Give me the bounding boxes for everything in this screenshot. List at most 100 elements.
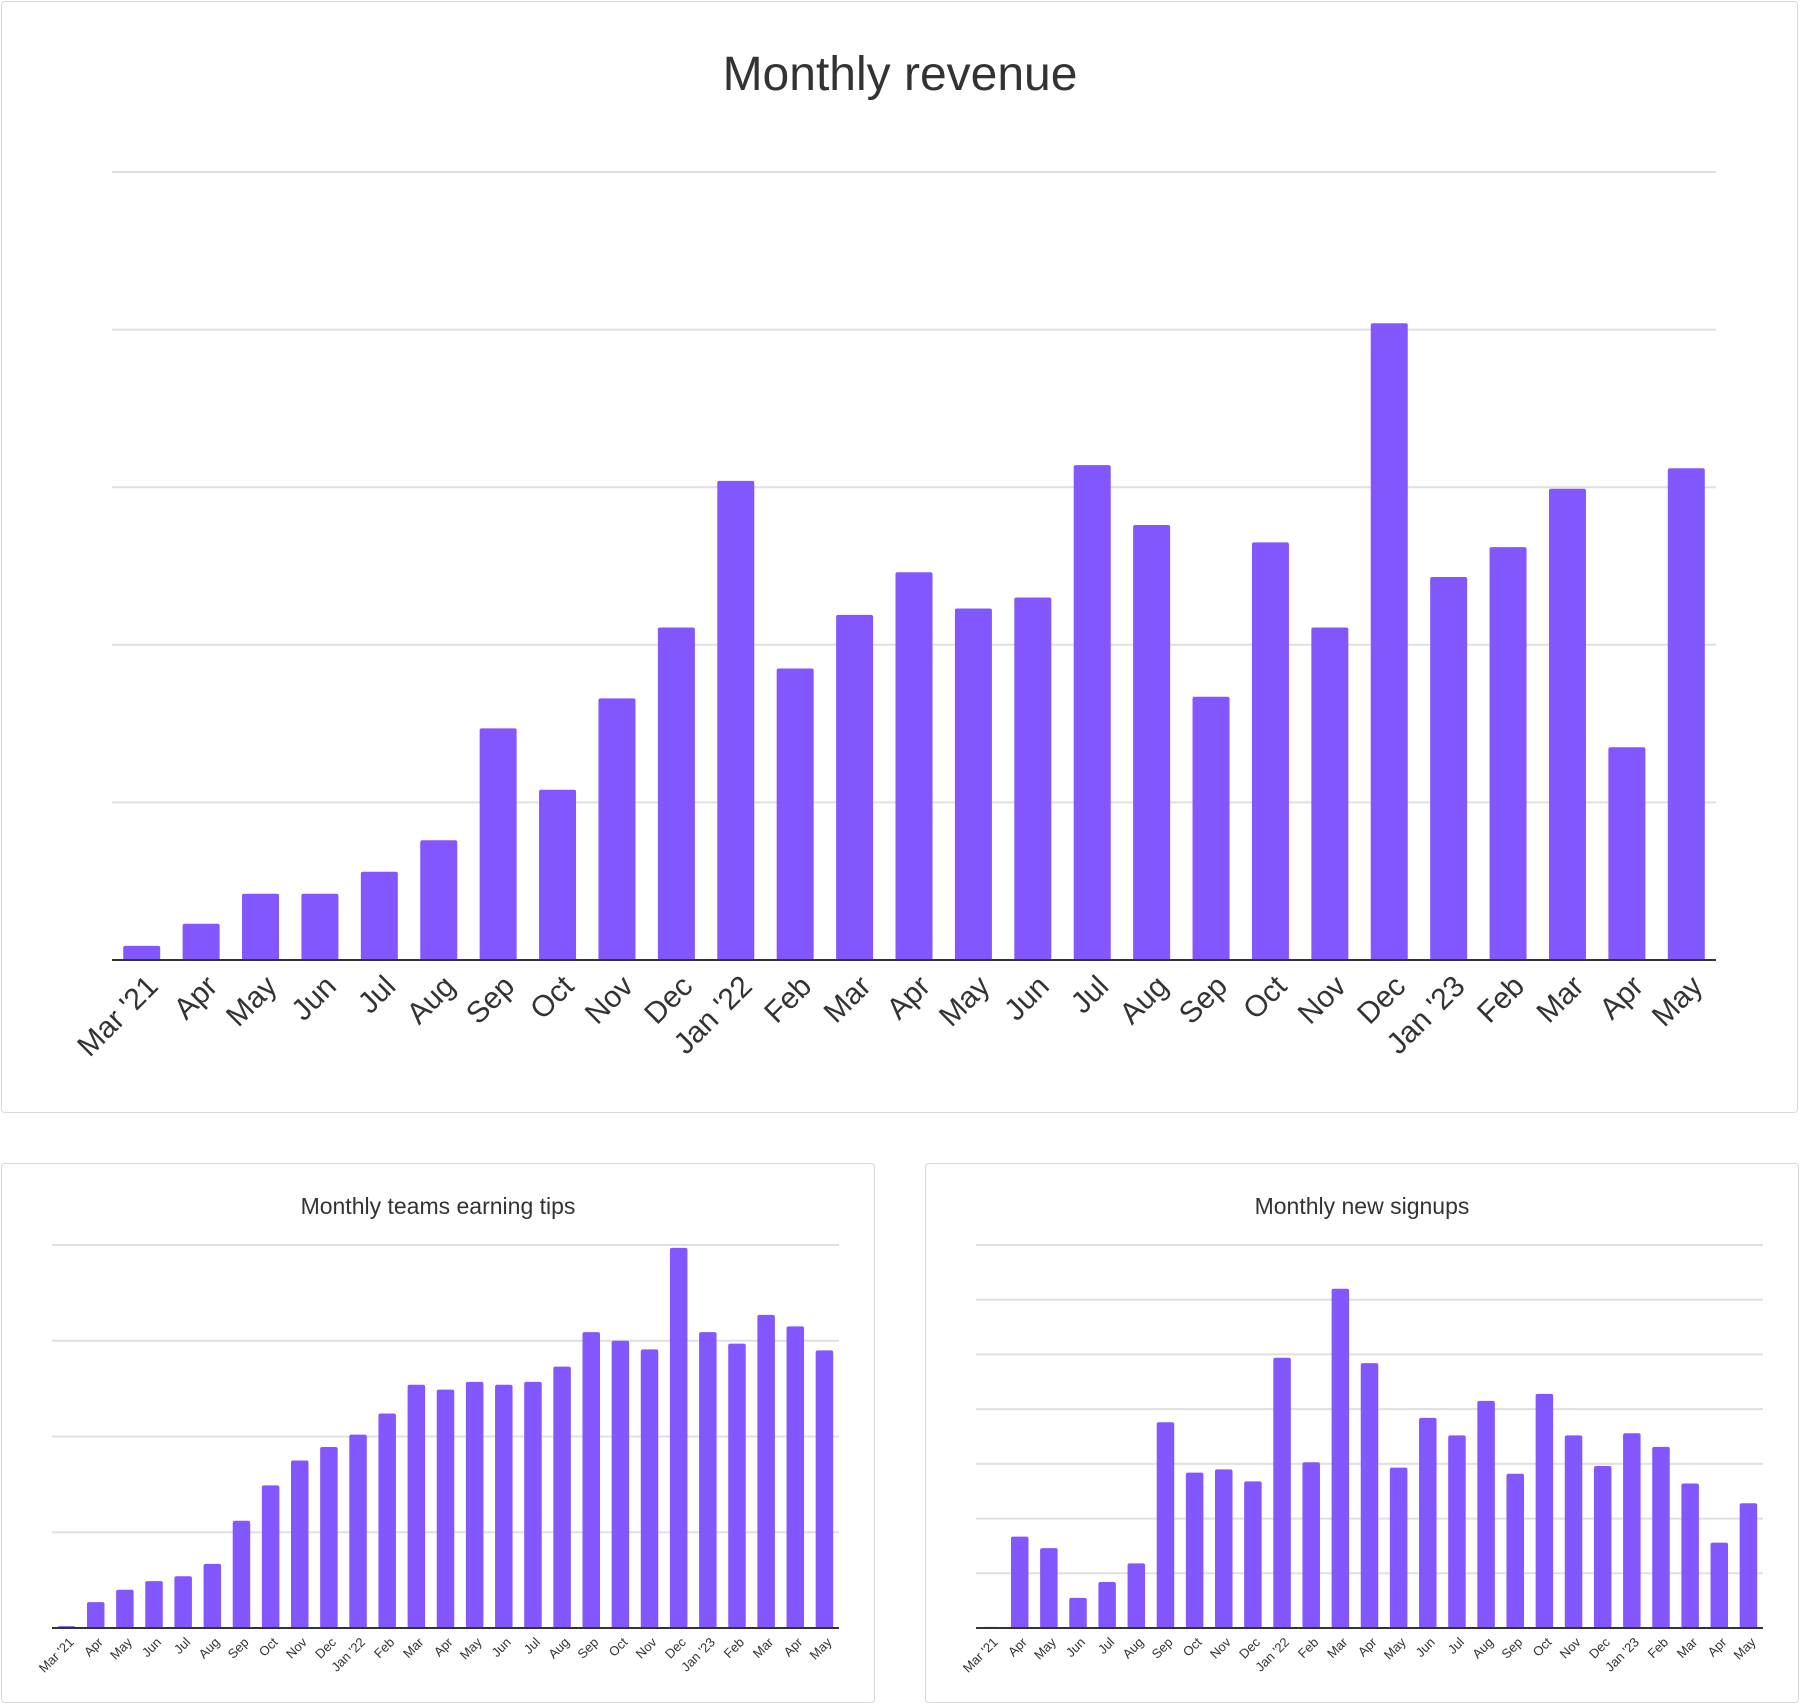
signups-bar xyxy=(1331,1288,1350,1628)
teams-chart-panel: Monthly teams earning tips Mar '21 Apr May J… xyxy=(1,1163,875,1703)
signups-x-tick-label: May xyxy=(1731,1634,1759,1662)
teams-x-tick-label: Nov xyxy=(633,1634,660,1661)
teams-bar xyxy=(728,1343,746,1628)
teams-x-tick-label: Apr xyxy=(780,1634,805,1659)
revenue-bar xyxy=(182,923,220,960)
teams-x-tick-label: May xyxy=(807,1634,835,1662)
signups-x-tick-label: Sep xyxy=(1149,1635,1176,1662)
signups-bar xyxy=(1185,1472,1204,1628)
signups-x-tick-label: Oct xyxy=(1530,1634,1555,1659)
revenue-bar xyxy=(836,614,874,960)
revenue-x-tick-label: Nov xyxy=(1292,970,1353,1031)
revenue-x-tick-label: Oct xyxy=(524,969,581,1026)
teams-bar xyxy=(582,1332,600,1628)
signups-x-tick-label: Mar xyxy=(1674,1634,1701,1661)
teams-x-tick-label: Oct xyxy=(256,1634,281,1659)
teams-x-tick-label: Feb xyxy=(371,1635,397,1661)
revenue-x-tick-label: May xyxy=(220,970,283,1033)
teams-x-tick-label: Oct xyxy=(606,1634,631,1659)
teams-bar xyxy=(174,1576,192,1628)
signups-bar xyxy=(1593,1466,1612,1628)
signups-bar xyxy=(1069,1597,1087,1628)
revenue-x-tick-label: Sep xyxy=(1173,970,1234,1031)
revenue-bar xyxy=(1251,542,1289,960)
revenue-bar xyxy=(242,893,280,960)
signups-bar xyxy=(1389,1467,1408,1628)
revenue-x-tick-label: Apr xyxy=(168,970,224,1026)
revenue-x-tick-label: Oct xyxy=(1237,969,1294,1026)
revenue-x-tick-label: Apr xyxy=(1593,970,1649,1026)
signups-x-tick-label: Feb xyxy=(1645,1635,1671,1661)
revenue-x-tick-label: Nov xyxy=(579,970,640,1031)
revenue-bar xyxy=(539,789,577,960)
signups-x-tick-label: Apr xyxy=(1704,1634,1729,1659)
teams-x-tick-label: Mar '21 xyxy=(36,1635,77,1676)
revenue-x-tick-label: Jul xyxy=(1065,970,1115,1020)
teams-bar xyxy=(232,1520,251,1628)
signups-x-tick-label: Mar '21 xyxy=(960,1635,1001,1676)
signups-bar xyxy=(1681,1483,1699,1628)
teams-bar xyxy=(465,1381,484,1628)
signups-bar xyxy=(1535,1393,1554,1628)
signups-x-tick-label: Apr xyxy=(1355,1634,1380,1659)
signups-x-tick-label: Nov xyxy=(1207,1634,1234,1661)
teams-x-tick-label: Nov xyxy=(283,1634,310,1661)
teams-x-tick-label: Jun xyxy=(139,1635,164,1660)
teams-x-tick-label: Sep xyxy=(574,1635,601,1662)
revenue-bar xyxy=(1667,468,1705,960)
signups-bar xyxy=(1506,1473,1524,1628)
revenue-bar xyxy=(301,893,339,960)
signups-bar xyxy=(1302,1462,1320,1628)
teams-bar xyxy=(407,1384,426,1628)
signups-bar xyxy=(1739,1503,1758,1628)
signups-bar xyxy=(1215,1469,1233,1628)
revenue-bar xyxy=(1133,525,1171,960)
signups-x-tick-label: Jul xyxy=(1095,1634,1117,1656)
revenue-bar xyxy=(895,572,933,960)
revenue-bar xyxy=(1489,547,1527,960)
teams-x-tick-label: Feb xyxy=(721,1635,747,1661)
teams-x-tick-label: Apr xyxy=(81,1634,106,1659)
teams-bar xyxy=(815,1350,834,1628)
teams-bar xyxy=(349,1434,367,1628)
teams-bar xyxy=(116,1589,134,1628)
signups-x-tick-label: Aug xyxy=(1119,1635,1146,1662)
signups-bar xyxy=(1127,1563,1146,1628)
signups-bar xyxy=(1419,1417,1437,1628)
teams-x-tick-label: Aug xyxy=(195,1635,222,1662)
teams-x-tick-label: Aug xyxy=(545,1635,572,1662)
teams-bar xyxy=(495,1384,513,1628)
revenue-bar xyxy=(420,840,458,960)
teams-x-tick-label: May xyxy=(457,1634,485,1662)
teams-bar xyxy=(203,1563,222,1628)
revenue-bar xyxy=(1430,577,1468,960)
revenue-x-tick-label: Aug xyxy=(401,970,462,1031)
teams-chart-title: Monthly teams earning tips xyxy=(301,1193,576,1219)
signups-bar xyxy=(1156,1422,1175,1628)
teams-bar xyxy=(86,1602,105,1628)
teams-x-tick-label: Jul xyxy=(521,1634,543,1656)
revenue-x-tick-label: Jul xyxy=(352,970,402,1020)
signups-x-tick-label: Sep xyxy=(1498,1635,1525,1662)
teams-bar xyxy=(757,1314,775,1628)
revenue-bar xyxy=(1192,696,1230,960)
revenue-x-tick-label: May xyxy=(1646,970,1709,1033)
revenue-bar xyxy=(717,480,755,960)
teams-x-tick-label: Mar xyxy=(750,1634,777,1661)
revenue-x-tick-label: Aug xyxy=(1113,970,1174,1031)
teams-x-tick-label: Sep xyxy=(225,1635,252,1662)
signups-bar xyxy=(1477,1400,1495,1628)
teams-x-tick-label: May xyxy=(107,1634,135,1662)
teams-bar xyxy=(436,1389,455,1628)
signups-bar xyxy=(1623,1433,1641,1628)
revenue-bar xyxy=(479,728,517,960)
signups-bar xyxy=(1244,1481,1262,1628)
teams-bar xyxy=(786,1326,805,1628)
signups-chart-panel: Monthly new signups Mar '21 Apr May Jun Jul Au… xyxy=(925,1163,1799,1703)
revenue-x-tick-label: Feb xyxy=(758,970,818,1030)
signups-x-tick-label: Jun xyxy=(1412,1635,1437,1660)
teams-x-tick-label: Jul xyxy=(171,1634,193,1656)
revenue-x-tick-label: Mar '21 xyxy=(71,970,164,1063)
revenue-chart-title: Monthly revenue xyxy=(723,48,1078,101)
